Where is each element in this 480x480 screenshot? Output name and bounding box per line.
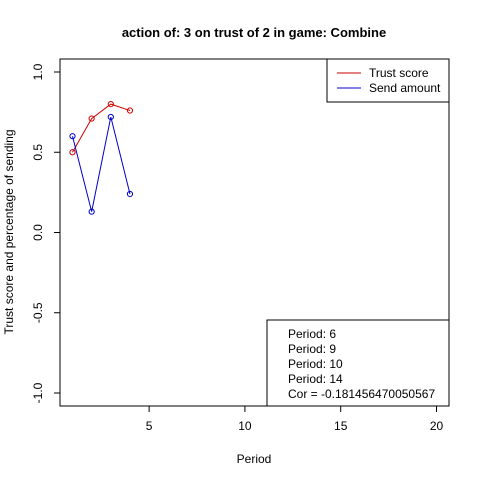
send-amount-point [107,113,114,121]
y-tick-label: 1.0 [31,63,45,80]
send-amount-point [126,190,134,198]
x-tick-label: 5 [146,419,153,433]
x-axis: 5 10 15 20 [146,405,444,433]
legend-box [326,58,450,103]
y-tick-label: 0.0 [31,224,45,241]
chart-title: action of: 3 on trust of 2 in game: Comb… [122,25,386,40]
trust-score-point [88,115,95,122]
legend-label: Send amount [369,81,441,95]
annotation-line: Period: 10 [288,357,343,371]
trust-score-point [69,149,76,156]
send-amount-point [69,133,76,140]
send-amount-point [88,208,95,215]
annotation-line: Period: 9 [288,342,336,356]
legend-label: Trust score [369,66,429,80]
trust-score-point [107,101,114,108]
annotation-line: Period: 14 [288,372,343,386]
y-axis: -1.0 -0.5 0.0 0.5 1.0 [31,63,61,403]
trust-score-point [126,107,134,114]
x-axis-label: Period [237,452,272,466]
annotation-line: Period: 6 [288,327,336,341]
trust-score-line [72,103,131,153]
series-layer [69,101,134,215]
x-tick-label: 15 [334,419,348,433]
x-tick-label: 10 [238,419,252,433]
send-amount-line [72,116,131,212]
y-tick-label: -1.0 [31,382,45,403]
annotation-line: Cor = -0.181456470050567 [288,387,435,401]
annotation-frame [266,319,450,407]
y-tick-label: -0.5 [31,302,45,323]
y-tick-label: 0.5 [31,144,45,161]
x-tick-label: 20 [430,419,444,433]
y-axis-label: Trust score and percentage of sending [2,129,16,334]
